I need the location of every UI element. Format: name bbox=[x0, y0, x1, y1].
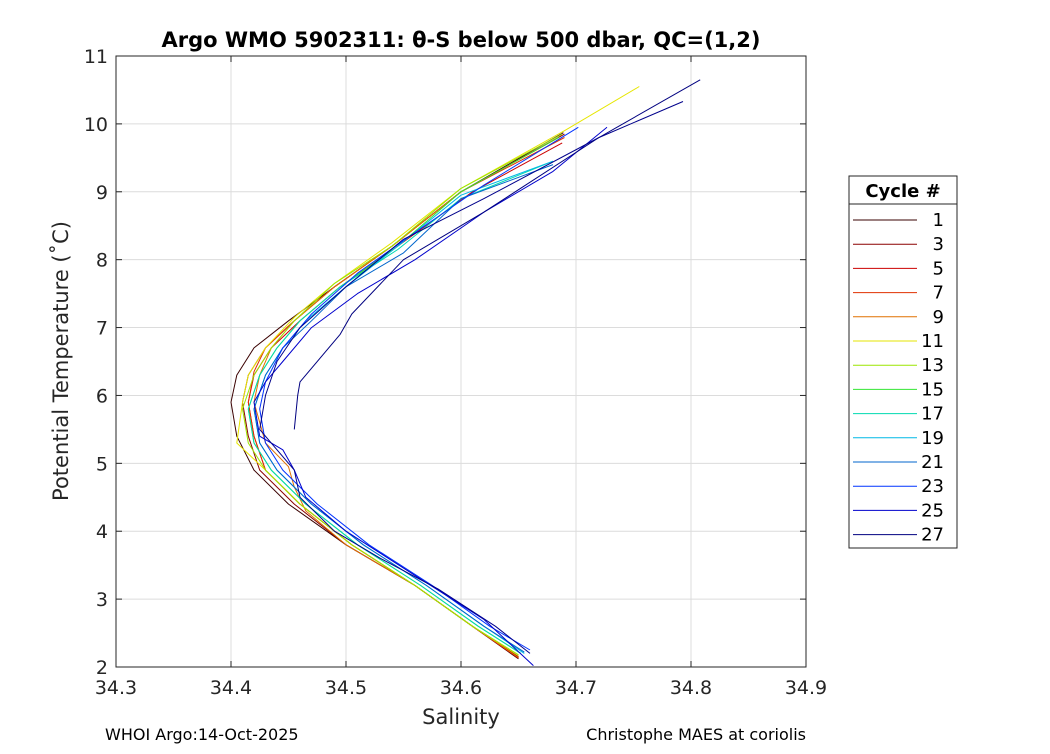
legend-entry-label: 7 bbox=[933, 283, 944, 304]
footer-left: WHOI Argo:14-Oct-2025 bbox=[105, 725, 299, 744]
x-tick-label: 34.8 bbox=[670, 677, 712, 699]
y-tick-label: 9 bbox=[96, 182, 108, 204]
footer-right: Christophe MAES at coriolis bbox=[586, 725, 806, 744]
x-tick-label: 34.6 bbox=[440, 677, 482, 699]
x-axis-label: Salinity bbox=[422, 705, 500, 729]
legend-entry-label: 27 bbox=[921, 525, 944, 546]
series-line-cycle-17 bbox=[247, 160, 554, 654]
series-group bbox=[230, 79, 701, 666]
legend-entry-label: 23 bbox=[921, 476, 944, 497]
y-tick-label: 8 bbox=[96, 250, 108, 272]
legend-entry-label: 11 bbox=[921, 331, 944, 352]
x-tick-label: 34.4 bbox=[210, 677, 252, 699]
x-tick-label: 34.9 bbox=[785, 677, 827, 699]
y-tick-label: 7 bbox=[96, 318, 108, 340]
series-line-cycle-extra bbox=[259, 101, 684, 654]
x-tick-label: 34.7 bbox=[555, 677, 597, 699]
legend-entry-label: 19 bbox=[921, 428, 944, 449]
legend-title: Cycle # bbox=[865, 181, 940, 202]
x-tick-label: 34.3 bbox=[95, 677, 137, 699]
legend-entry-label: 13 bbox=[921, 355, 944, 376]
legend-entry-label: 17 bbox=[921, 404, 944, 425]
y-tick-label: 5 bbox=[96, 453, 108, 475]
ticks: 34.3 34.4 34.5 34.6 34.7 34.8 34.9 2 3 4 5 6 7 8 9 10 11 bbox=[84, 46, 827, 699]
y-tick-label: 4 bbox=[96, 521, 108, 543]
y-tick-label: 6 bbox=[96, 385, 108, 407]
y-tick-label: 3 bbox=[96, 589, 108, 611]
chart-title: Argo WMO 5902311: θ-S below 500 dbar, QC… bbox=[162, 28, 761, 52]
series-line-cycle-25 bbox=[253, 126, 608, 666]
legend-entry-label: 25 bbox=[921, 500, 944, 521]
legend-entry-label: 3 bbox=[933, 234, 944, 255]
legend-entry-label: 5 bbox=[933, 258, 944, 279]
y-tick-label: 10 bbox=[84, 114, 108, 136]
legend-entry-label: 15 bbox=[921, 379, 944, 400]
y-tick-label: 11 bbox=[84, 46, 108, 68]
series-line-cycle-9 bbox=[253, 137, 560, 658]
y-tick-label: 2 bbox=[96, 657, 108, 679]
series-line-cycle-13 bbox=[242, 133, 563, 656]
legend-entry-label: 9 bbox=[933, 307, 944, 328]
y-axis-label: Potential Temperature (˚C) bbox=[49, 221, 73, 501]
legend-entry-label: 1 bbox=[933, 210, 944, 231]
series-line-cycle-27 bbox=[293, 79, 701, 430]
legend-entry-label: 21 bbox=[921, 452, 944, 473]
x-tick-label: 34.5 bbox=[325, 677, 367, 699]
